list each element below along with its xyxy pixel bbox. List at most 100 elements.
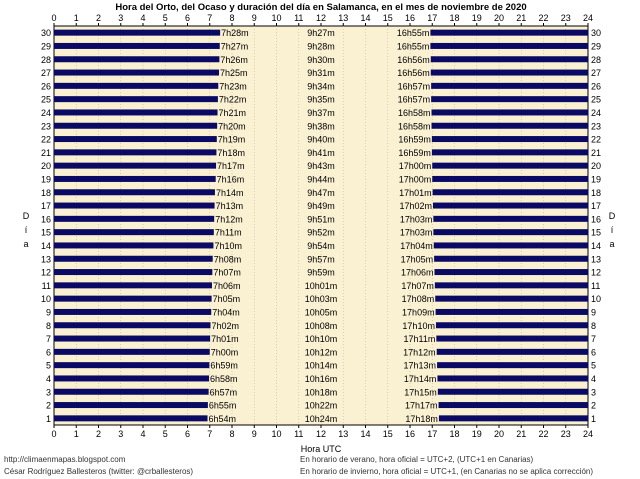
y-tick-label-left: 14 [41,241,51,251]
y-tick-label-left: 16 [41,214,51,224]
daylength-label: 9h40m [307,135,335,145]
night-bar-evening [434,269,588,276]
y-axis-label-char: a [609,239,614,249]
sunrise-label: 7h26m [220,55,248,65]
sunrise-label: 7h28m [221,28,249,38]
y-tick-label-right: 28 [591,55,601,65]
sunrise-label: 7h02m [211,321,239,331]
y-tick-label-right: 11 [591,281,600,291]
x-tick-label-bottom: 6 [185,429,190,439]
x-tick-label-bottom: 0 [51,429,56,439]
y-tick-label-left: 21 [41,148,51,158]
y-tick-label-left: 30 [41,28,51,38]
x-tick-label-bottom: 24 [583,429,593,439]
night-bar-morning [54,69,220,76]
x-tick-label-bottom: 22 [538,429,548,439]
x-tick-label-top: 9 [252,13,257,23]
y-axis-label-char: í [25,225,28,235]
daylength-label: 9h35m [307,95,335,105]
y-tick-label-left: 29 [41,41,51,51]
night-bar-evening [433,229,588,236]
night-bar-morning [54,189,215,196]
y-tick-label-left: 18 [41,188,51,198]
y-axis-label-right: Día [609,211,616,249]
daylength-label: 10h16m [305,374,338,384]
bar-labels: 6h54m 10h24m 17h18m 6h55m 10h22m 17h17m 6h57m 1… [209,28,438,424]
x-tick-label-bottom: 2 [96,429,101,439]
gridlines [75,26,567,425]
sunrise-label: 7h00m [211,347,239,357]
night-bar-evening [431,109,588,116]
y-tick-label-right: 2 [591,401,596,411]
night-bar-evening [438,415,588,422]
y-tick-label-right: 21 [591,148,601,158]
night-bar-evening [434,282,588,289]
y-tick-label-left: 5 [46,361,51,371]
sunrise-label: 7h20m [218,121,246,131]
sunrise-label: 7h13m [216,201,244,211]
night-bar-morning [54,282,212,289]
y-tick-label-left: 7 [46,334,51,344]
x-tick-label-bottom: 16 [405,429,415,439]
x-axis-label: Hora UTC [301,444,342,454]
x-tick-label-top: 4 [140,13,145,23]
night-bar-evening [430,42,588,49]
daylength-label: 9h47m [307,188,335,198]
sunset-label: 17h09m [402,307,435,317]
daylength-label: 10h05m [305,307,338,317]
daylength-label: 10h18m [305,387,338,397]
night-bar-morning [54,362,210,369]
y-tick-label-right: 16 [591,214,601,224]
sunrise-label: 7h07m [213,268,241,278]
sunset-label: 17h10m [402,321,435,331]
y-axis-label-char: D [609,211,616,221]
sunrise-label: 7h23m [219,81,247,91]
night-bar-morning [54,56,220,63]
daylength-label: 9h27m [307,28,335,38]
daylength-label: 10h01m [305,281,338,291]
x-tick-label-top: 2 [96,13,101,23]
daylength-label: 9h54m [307,241,335,251]
night-bar-morning [54,415,208,422]
daylength-label: 10h24m [305,414,338,424]
night-bar-evening [432,162,588,169]
x-tick-label-bottom: 1 [74,429,79,439]
night-bar-morning [54,402,208,409]
night-bar-evening [435,308,588,315]
daylength-label: 9h30m [307,55,335,65]
x-tick-label-top: 0 [51,13,56,23]
night-bar-morning [54,269,213,276]
sunset-label: 17h01m [399,188,432,198]
daylength-label: 9h59m [307,268,335,278]
sunset-label: 17h07m [401,281,434,291]
night-bar-evening [431,82,588,89]
x-tick-label-bottom: 20 [494,429,504,439]
y-tick-label-right: 6 [591,347,596,357]
daylength-label: 9h34m [307,81,335,91]
sunset-label: 17h17m [405,401,438,411]
night-bar-morning [54,215,215,222]
y-tick-label-left: 2 [46,401,51,411]
y-tick-label-right: 20 [591,161,601,171]
night-bar-evening [435,322,588,329]
sunrise-label: 6h54m [209,414,237,424]
x-tick-label-bottom: 17 [427,429,437,439]
night-bar-morning [54,322,211,329]
sunrise-label: 7h05m [213,294,241,304]
x-tick-label-bottom: 14 [360,429,370,439]
footer-author: César Rodríguez Ballesteros (twitter: @c… [4,467,193,476]
x-tick-label-top: 12 [316,13,326,23]
night-bar-evening [432,175,588,182]
y-tick-label-right: 27 [591,68,601,78]
y-tick-label-right: 24 [591,108,601,118]
night-bar-evening [434,255,588,262]
y-tick-label-right: 30 [591,28,601,38]
sunset-label: 17h02m [399,201,432,211]
x-tick-label-top: 5 [163,13,168,23]
daylength-label: 9h52m [307,228,335,238]
sunrise-label: 7h16m [217,174,245,184]
sunset-label: 17h08m [402,294,435,304]
sunrise-label: 7h04m [212,307,240,317]
x-tick-label-top: 14 [360,13,370,23]
sunset-label: 17h12m [403,347,436,357]
